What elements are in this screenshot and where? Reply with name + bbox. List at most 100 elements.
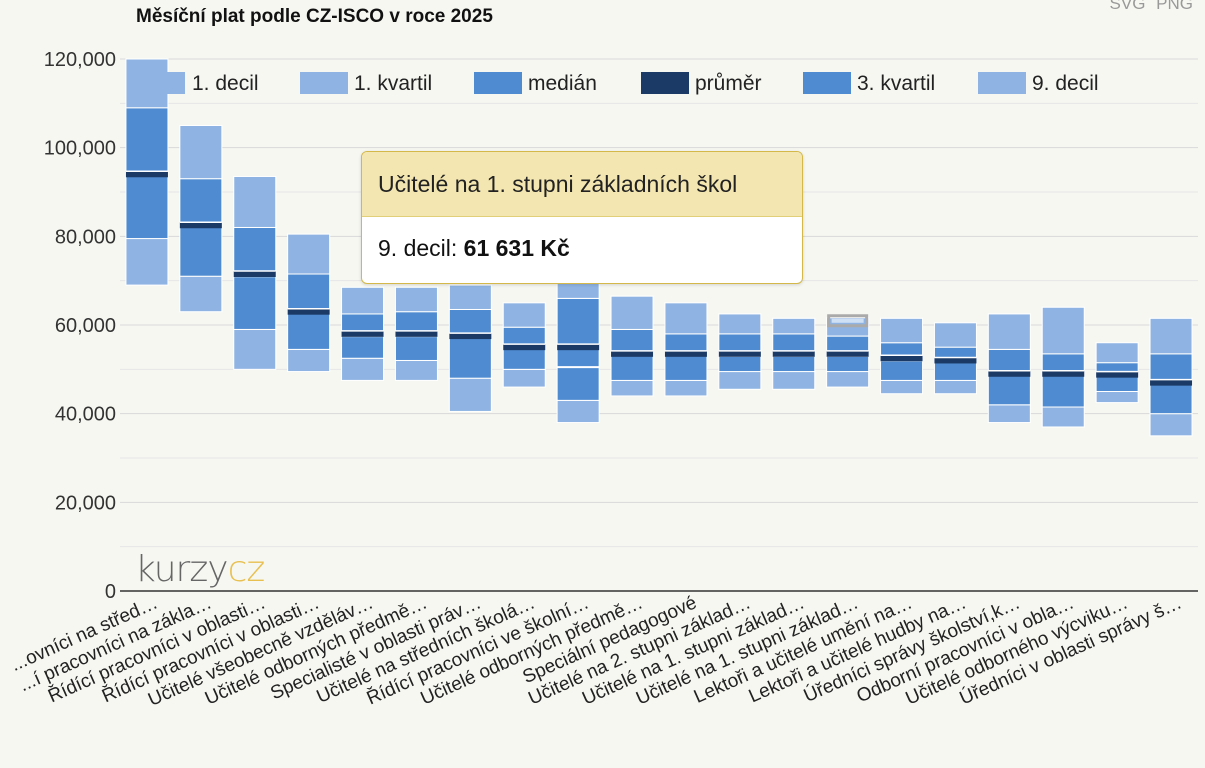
box-segment-decil-low xyxy=(125,238,169,286)
export-svg-button[interactable]: SVG xyxy=(1109,0,1146,13)
box-group xyxy=(987,313,1031,424)
legend-label: 9. decil xyxy=(1032,72,1099,95)
box-segment-median-q3 xyxy=(233,226,277,277)
box-segment-q1-median xyxy=(772,355,816,373)
legend-swatch xyxy=(978,72,1026,94)
legend: 1. decil 1. kvartil medián průměr 3. kvartil… xyxy=(137,72,1099,95)
box-segment-q1-median xyxy=(880,359,924,381)
box-group xyxy=(448,284,492,412)
box-segment-decil-high xyxy=(1095,342,1139,364)
mean-marker xyxy=(934,357,977,364)
legend-item: 1. kvartil xyxy=(300,72,432,95)
box-segment-q1-median xyxy=(287,311,331,350)
legend-swatch xyxy=(803,72,851,94)
chart-title: Měsíční plat podle CZ-ISCO v roce 2025 xyxy=(136,6,493,27)
box-group xyxy=(880,317,924,395)
box-segment-decil-low xyxy=(502,368,546,388)
box-segment-decil-high xyxy=(772,317,816,335)
mean-marker xyxy=(503,344,546,351)
box-segment-decil-high xyxy=(1041,306,1085,355)
highlight-marker-inner xyxy=(831,318,864,323)
box-group xyxy=(610,295,654,397)
mean-marker xyxy=(1150,379,1193,386)
box-segment-decil-low xyxy=(341,357,385,381)
export-menu: SVG PNG xyxy=(1104,0,1193,14)
y-tick-label: 60,000 xyxy=(55,315,116,337)
box-segment-q1-median xyxy=(1095,375,1139,393)
box-segment-q1-median xyxy=(987,373,1031,406)
box-segment-median-q3 xyxy=(179,178,223,226)
box-segment-q1-median xyxy=(1041,373,1085,408)
box-group xyxy=(233,175,277,370)
mean-marker xyxy=(395,330,438,337)
box-segment-decil-low xyxy=(1095,391,1139,404)
x-axis-labels: ...ovníci na střed…...í pracovníci na zá… xyxy=(8,591,1185,710)
tooltip-body: 9. decil: 61 631 Kč xyxy=(362,217,802,262)
mean-marker xyxy=(718,350,761,357)
box-segment-decil-low xyxy=(880,379,924,395)
box-segment-q1-median xyxy=(394,335,438,361)
box-segment-decil-high xyxy=(341,286,385,315)
y-tick-label: 100,000 xyxy=(44,138,116,160)
box-segment-decil-low xyxy=(1041,406,1085,428)
legend-label: medián xyxy=(528,72,597,95)
box-segment-decil-high xyxy=(987,313,1031,350)
box-segment-q1-median xyxy=(502,346,546,370)
mean-marker xyxy=(772,350,815,357)
legend-label: 1. decil xyxy=(192,72,259,95)
tooltip: Učitelé na 1. stupni základních škol 9. … xyxy=(361,151,803,284)
y-tick-label: 40,000 xyxy=(55,404,116,426)
legend-label: průměr xyxy=(695,72,762,95)
mean-marker xyxy=(826,350,869,357)
grid-lines xyxy=(120,58,1198,592)
box-segment-median-q3 xyxy=(610,328,654,355)
legend-item: 3. kvartil xyxy=(803,72,935,95)
mean-marker xyxy=(449,333,492,340)
box-segment-q1-median xyxy=(341,335,385,359)
box-segment-median-q3 xyxy=(556,297,600,368)
legend-label: 1. kvartil xyxy=(354,72,432,95)
box-segment-decil-low xyxy=(556,399,600,424)
box-segment-decil-low xyxy=(987,404,1031,424)
box-segment-decil-high xyxy=(287,233,331,275)
box-segment-q1-median xyxy=(664,353,708,381)
y-tick-label: 80,000 xyxy=(55,226,116,248)
mean-marker xyxy=(341,330,384,337)
mean-marker xyxy=(287,308,330,315)
y-tick-label: 0 xyxy=(105,581,116,603)
box-group xyxy=(556,280,600,424)
box-group xyxy=(826,317,870,388)
y-tick-label: 20,000 xyxy=(55,492,116,514)
box-segment-decil-low xyxy=(826,371,870,388)
kurzy-logo: kurzycz xyxy=(135,549,265,590)
mean-marker xyxy=(1042,370,1085,377)
legend-swatch xyxy=(300,72,348,94)
y-tick-label: 120,000 xyxy=(44,49,116,71)
mean-marker xyxy=(233,271,276,278)
box-segment-decil-low xyxy=(718,371,762,390)
box-segment-decil-low xyxy=(664,379,708,397)
box-segment-median-q3 xyxy=(287,273,331,313)
legend-label: 3. kvartil xyxy=(857,72,935,95)
legend-swatch xyxy=(137,72,185,94)
box-group xyxy=(1041,306,1085,428)
box-group xyxy=(772,317,816,390)
y-axis: 0 20,000 40,000 60,000 80,000 100,000 120,000 xyxy=(44,49,116,603)
mean-marker xyxy=(557,344,600,351)
box-segment-decil-low xyxy=(179,275,223,313)
box-group xyxy=(394,286,438,381)
box-segment-decil-high xyxy=(233,175,277,228)
box-segment-decil-low xyxy=(448,377,492,412)
box-segment-decil-high xyxy=(502,302,546,328)
mean-marker xyxy=(664,350,707,357)
legend-swatch xyxy=(641,72,689,94)
legend-swatch xyxy=(474,72,522,94)
box-segment-decil-high xyxy=(394,286,438,313)
legend-item: průměr xyxy=(641,72,762,95)
mean-marker xyxy=(1096,371,1139,378)
box-segment-q1-median xyxy=(718,355,762,373)
box-segment-q1-median xyxy=(826,355,870,373)
box-segment-decil-high xyxy=(448,284,492,310)
box-group xyxy=(664,302,708,397)
export-png-button[interactable]: PNG xyxy=(1156,0,1193,13)
